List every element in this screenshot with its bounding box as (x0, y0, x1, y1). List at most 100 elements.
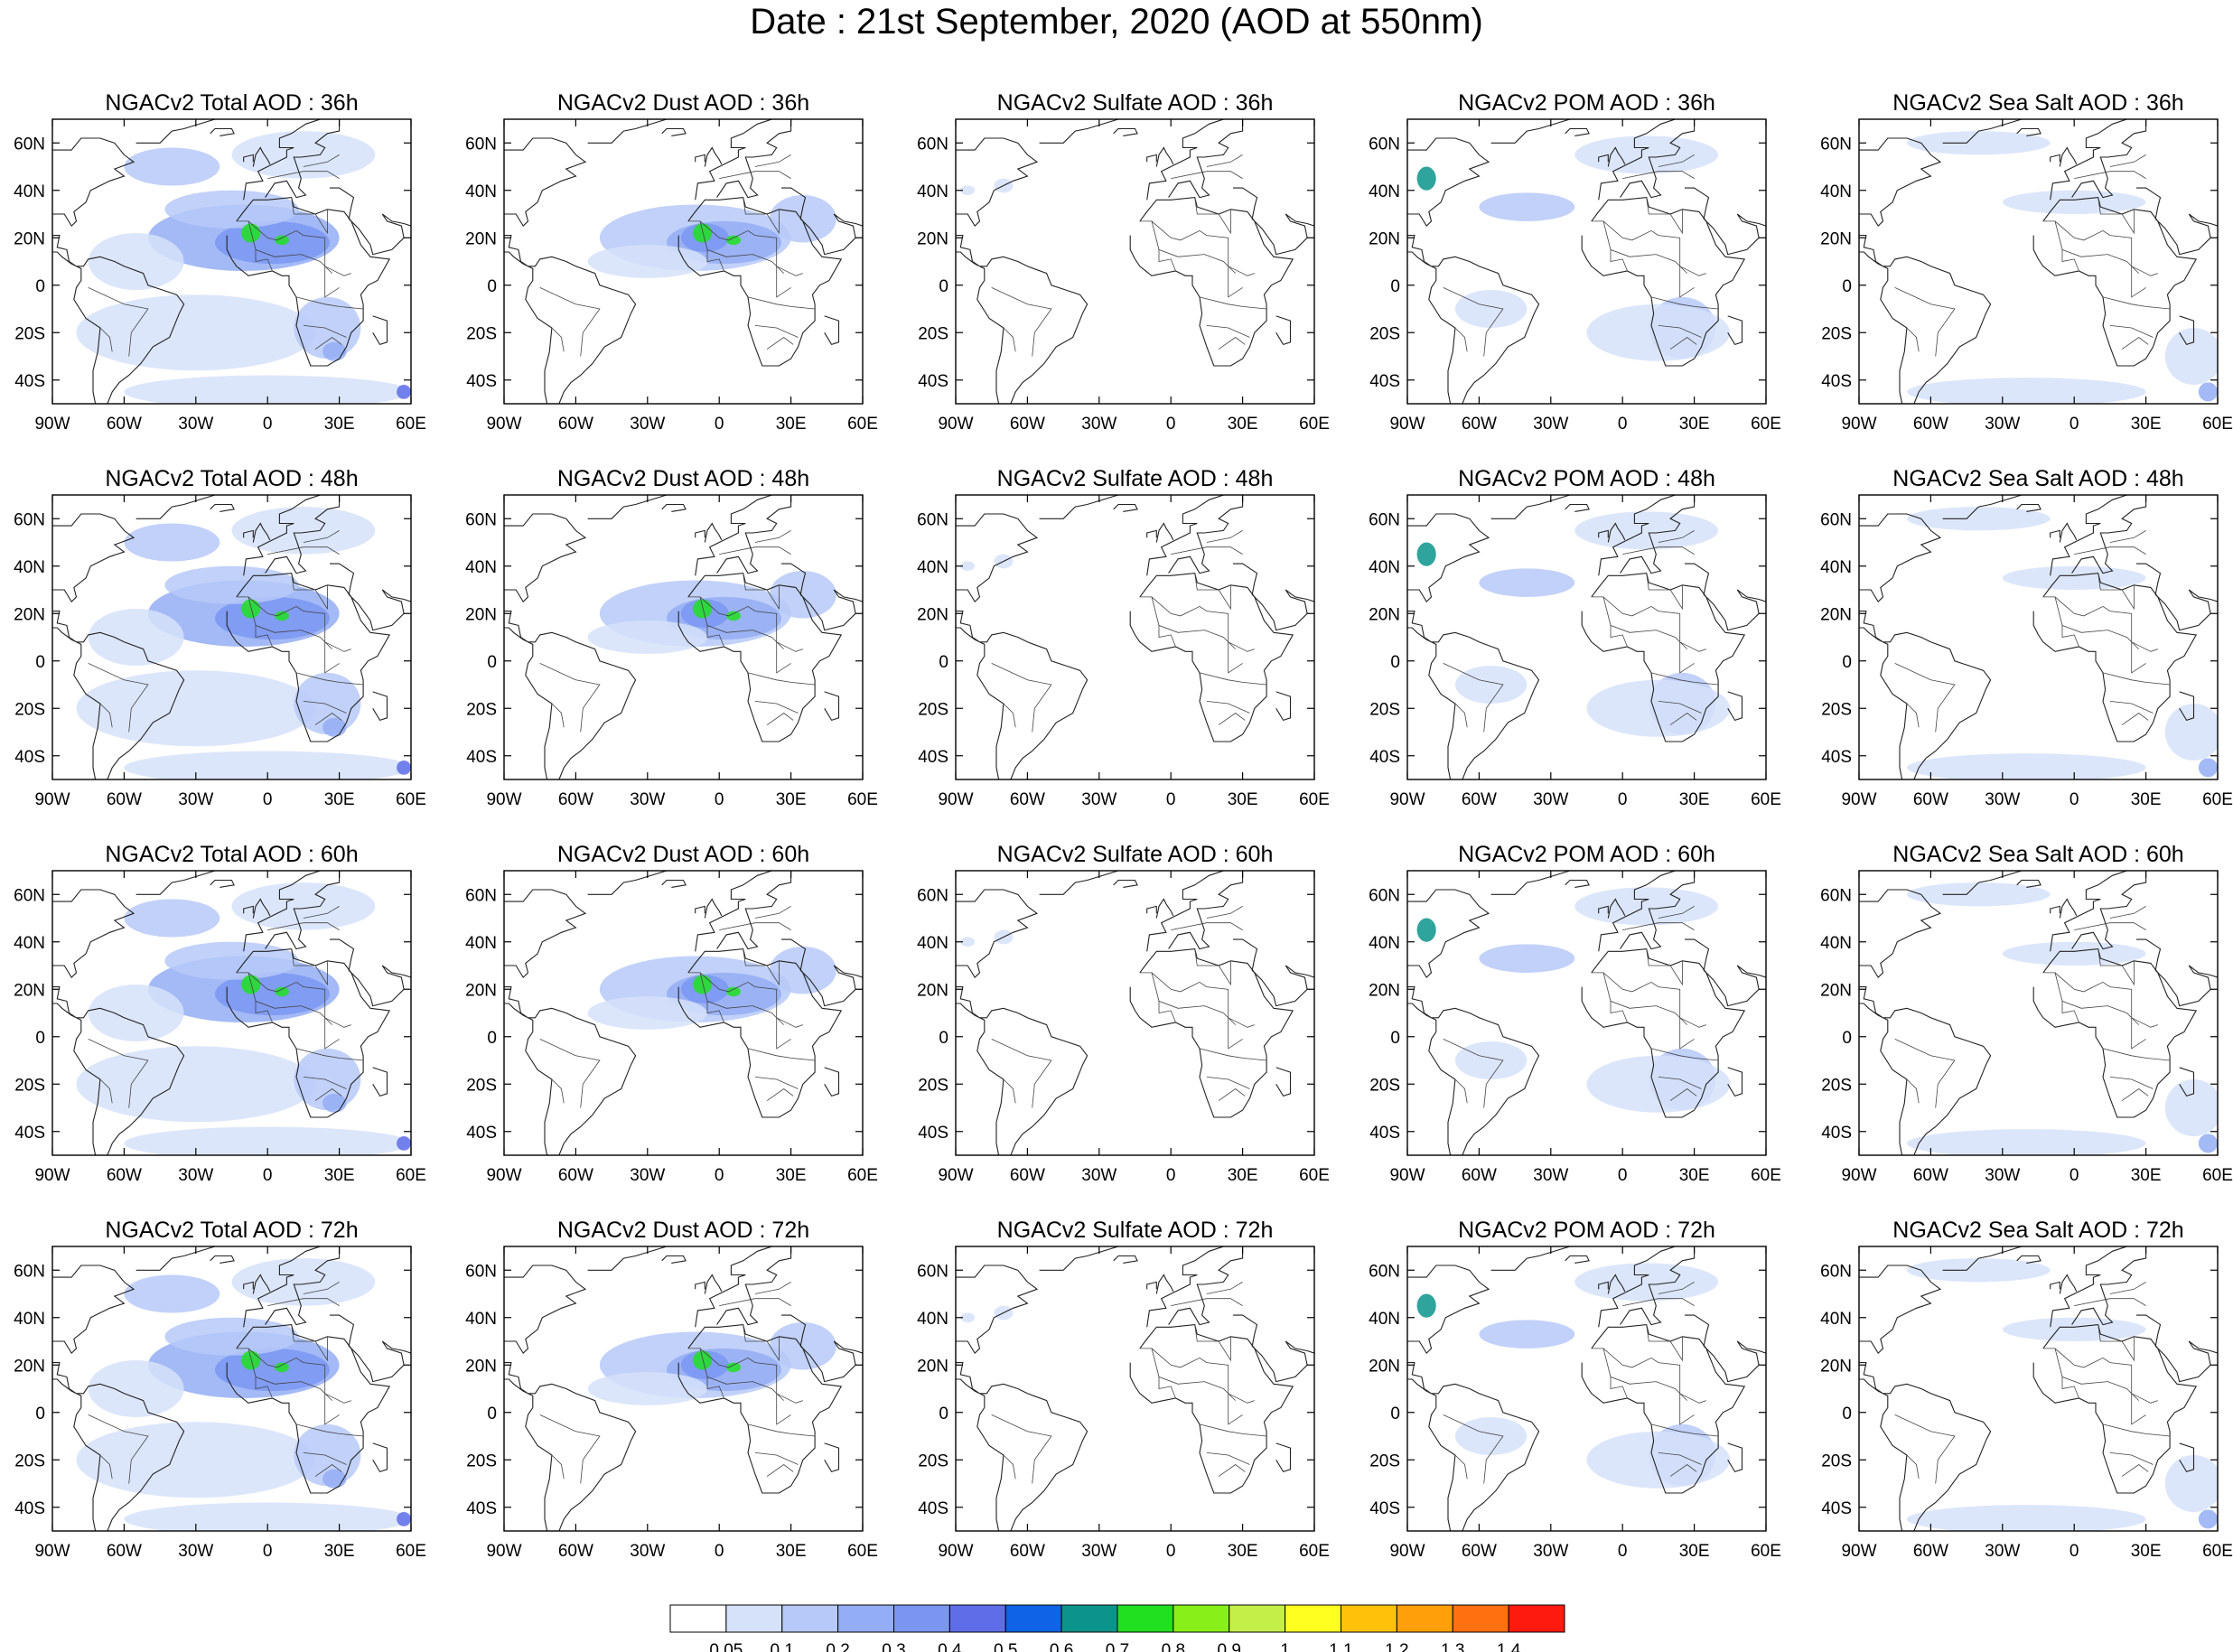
lat-tick-label: 40S (918, 1124, 948, 1143)
country-border (991, 663, 1052, 733)
panel-title: NGACv2 POM AOD : 48h (1458, 466, 1715, 491)
country-border (1158, 625, 1176, 648)
colorbar-label: 0.3 (882, 1641, 905, 1652)
country-border (1646, 948, 1683, 986)
lat-tick-label: 0 (35, 653, 45, 672)
lon-tick-label: 30W (1081, 790, 1116, 809)
colorbar-label: 1 (1280, 1641, 1290, 1652)
coastline (372, 1067, 388, 1097)
lat-tick-label: 40S (1821, 372, 1852, 391)
lat-tick-label: 20S (1369, 324, 1400, 343)
country-border (1206, 701, 1250, 714)
country-border (766, 337, 794, 350)
country-border (747, 672, 816, 686)
country-border (1646, 197, 1683, 235)
lat-tick-label: 20N (465, 981, 497, 1000)
coastline (1113, 503, 1138, 512)
country-border (2102, 1048, 2171, 1061)
coastline (1146, 1281, 1157, 1290)
lon-tick-label: 30E (776, 415, 807, 434)
aod-plume (693, 223, 713, 243)
lon-tick-label: 30E (324, 415, 355, 434)
lon-tick-label: 0 (263, 1542, 273, 1561)
lat-tick-label: 60N (14, 135, 45, 154)
country-border (1906, 327, 1920, 352)
aod-plume (726, 611, 742, 621)
lon-tick-label: 60E (847, 415, 878, 434)
aod-plume (88, 985, 184, 1041)
coastline (504, 235, 637, 404)
colorbar-label: 0.1 (771, 1641, 794, 1652)
aod-plume (769, 947, 836, 994)
aod-plume (2198, 1509, 2218, 1529)
aod-plume (322, 1093, 347, 1113)
coastline (1727, 691, 1743, 722)
coastline (781, 938, 863, 1007)
coastline (52, 889, 135, 978)
country-border (743, 1324, 780, 1362)
lat-tick-label: 40N (1820, 182, 1852, 201)
aod-plume (124, 523, 220, 562)
aod-plume (1906, 1129, 2146, 1155)
country-border (2121, 713, 2149, 725)
aod-plume (275, 235, 290, 246)
country-border (295, 672, 364, 686)
country-border (1658, 154, 1695, 167)
coastline (1146, 154, 1157, 163)
country-border (754, 1282, 791, 1294)
coastline (243, 871, 341, 952)
coastline (956, 871, 1119, 895)
lon-tick-label: 90W (1841, 1542, 1876, 1561)
coastline (52, 235, 185, 404)
country-border (295, 296, 364, 310)
country-border (1906, 703, 1920, 728)
country-border (291, 948, 328, 986)
lat-tick-label: 40N (917, 1310, 948, 1329)
lon-tick-label: 30W (1985, 1166, 2020, 1185)
country-border (1151, 972, 1236, 1025)
lat-tick-label: 40S (466, 1499, 497, 1518)
aod-plume (124, 1274, 220, 1313)
aod-plume (1416, 542, 1436, 566)
country-border (99, 1454, 113, 1479)
coastline (824, 1067, 840, 1097)
lat-tick-label: 20S (918, 324, 948, 343)
map-panel: 90W 60W 30W 0 30E 60E 60N 40N 20N 0 20S 40S (917, 1246, 1330, 1561)
country-border (1622, 546, 1695, 555)
lat-tick-label: 0 (1842, 277, 1852, 296)
country-border (1679, 1017, 1695, 1050)
country-border (1658, 701, 1702, 714)
lon-tick-label: 30E (1228, 415, 1258, 434)
aod-plume (2002, 1317, 2146, 1341)
country-border (2121, 1464, 2149, 1477)
aod-plume (769, 1322, 836, 1370)
country-border (303, 1452, 347, 1465)
lon-tick-label: 30E (2131, 1166, 2162, 1185)
country-border (255, 625, 273, 648)
aod-plume (294, 1048, 361, 1111)
lat-tick-label: 0 (487, 653, 497, 672)
map-panel: 90W 60W 30W 0 30E 60E 60N 40N 20N 0 20S 40S (1369, 494, 1781, 809)
country-border (1591, 1348, 1706, 1404)
lon-tick-label: 90W (1841, 1166, 1876, 1185)
coastline (1565, 127, 1590, 136)
country-border (2061, 625, 2079, 648)
country-border (2074, 1298, 2146, 1306)
coastline (1407, 235, 1540, 404)
country-border (2061, 1001, 2079, 1023)
aod-plume (164, 190, 299, 229)
coastline (1727, 1067, 1743, 1097)
map-panel: 90W 60W 30W 0 30E 60E 60N 40N 20N 0 20S 40S (1369, 870, 1781, 1185)
lon-tick-label: 30W (630, 790, 665, 809)
country-border (754, 530, 791, 543)
map-panel: 90W 60W 30W 0 30E 60E 60N 40N 20N 0 20S 40S (465, 1246, 878, 1561)
country-border (2098, 1324, 2135, 1362)
colorbar-label: 0.2 (826, 1641, 849, 1652)
aod-plume (726, 235, 742, 246)
coastline (2136, 938, 2218, 1007)
lat-tick-label: 20S (1369, 1076, 1400, 1095)
aod-plume (587, 1372, 707, 1405)
country-border (2042, 972, 2158, 1028)
country-border (2102, 296, 2171, 310)
coastline (1407, 495, 1571, 519)
